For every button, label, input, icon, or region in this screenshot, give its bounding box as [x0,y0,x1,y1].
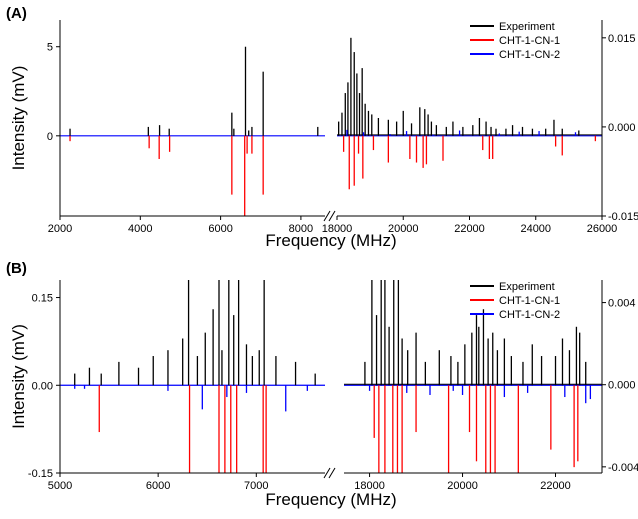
y-tick-label-right: 0.015 [608,33,636,45]
x-tick-label: 7000 [244,480,268,492]
x-tick-label: 4000 [128,223,152,235]
x-tick-label: 22000 [540,480,571,492]
axis-break-mark [323,210,331,222]
x-tick-label: 20000 [447,480,478,492]
y-tick-label-left: 0.00 [32,380,53,392]
y-tick-label-right: 0.004 [608,298,636,310]
legend-label: Experiment [499,281,555,293]
x-tick-label: 6000 [146,480,170,492]
panel-label: (A) [6,5,27,22]
y-tick-label-left: 0 [47,131,53,143]
axis-break-mark [323,467,331,479]
axis-break-mark [328,210,336,222]
y-axis-title: Intensity (mV) [9,324,28,429]
x-tick-label: 8000 [289,223,313,235]
y-tick-label-right: -0.015 [608,211,638,223]
axis-break-mark [328,467,336,479]
x-tick-label: 22000 [454,223,485,235]
x-tick-label: 2000 [48,223,72,235]
y-tick-label-left: -0.15 [28,468,53,480]
legend-label: CHT-1-CN-1 [499,35,560,47]
x-axis-title: Frequency (MHz) [265,231,396,250]
y-tick-label-left: 0.15 [32,293,53,305]
x-tick-label: 24000 [520,223,551,235]
x-tick-label: 18000 [322,223,353,235]
panel-label: (B) [6,260,27,277]
legend: Experiment CHT-1-CN-1 CHT-1-CN-2 [470,281,560,321]
panel-a: (A) 2000 4000 6000 8000 18000 20000 22000 24000 2… [6,5,638,250]
x-tick-label: 6000 [208,223,232,235]
panel-b: (B)5000 6000 7000 18000 20000 22000-0.150.000… [6,260,638,509]
y-axis-title: Intensity (mV) [9,66,28,171]
legend-label: CHT-1-CN-2 [499,49,560,61]
legend-label: CHT-1-CN-2 [499,309,560,321]
y-tick-label-right: -0.004 [608,462,638,474]
legend-label: CHT-1-CN-1 [499,295,560,307]
legend: Experiment CHT-1-CN-1 CHT-1-CN-2 [470,21,560,61]
legend-label: Experiment [499,21,555,33]
x-tick-label: 20000 [388,223,419,235]
y-tick-label-right: 0.000 [608,380,636,392]
y-tick-label-left: 5 [47,42,53,54]
x-tick-label: 26000 [587,223,618,235]
x-axis-title: Frequency (MHz) [265,490,396,509]
x-tick-label: 5000 [48,480,72,492]
x-tick-label: 18000 [354,480,385,492]
y-tick-label-right: 0.000 [608,122,636,134]
